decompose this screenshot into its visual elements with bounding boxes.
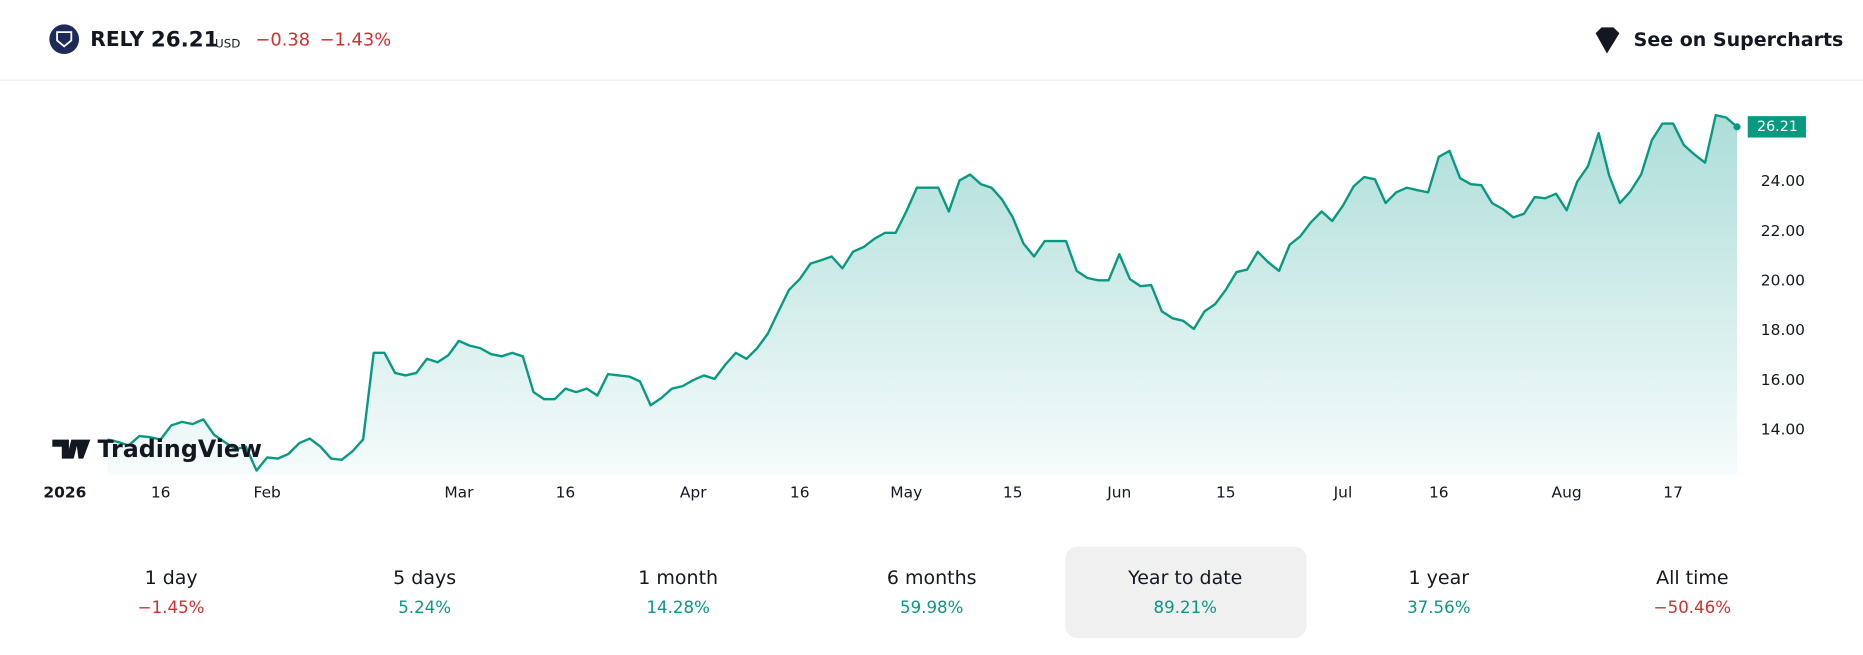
last-point: [1733, 123, 1741, 131]
x-tick-label: Aug: [1552, 484, 1582, 502]
brand-logo: TradingView: [52, 435, 262, 463]
period-label[interactable]: Year to date: [1127, 567, 1242, 589]
period-tab[interactable]: 5 days 5.24%: [393, 567, 456, 617]
period-tab[interactable]: 1 year 37.56%: [1407, 567, 1470, 617]
period-change: 37.56%: [1407, 598, 1470, 617]
period-tab[interactable]: Year to date 89.21%: [1065, 546, 1307, 639]
y-tick-label: 16.00: [1761, 371, 1805, 389]
price: 26.21: [151, 27, 219, 52]
price-line: [107, 113, 1738, 472]
x-tick-label: 16: [790, 484, 810, 502]
period-tab[interactable]: 1 month 14.28%: [638, 567, 718, 617]
currency: USD: [215, 36, 240, 50]
period-tab[interactable]: 6 months 59.98%: [887, 567, 977, 617]
change-percent: −1.43%: [320, 29, 392, 50]
period-change: 5.24%: [398, 598, 451, 617]
brand-icon: [52, 439, 91, 459]
period-label[interactable]: 1 day: [145, 567, 198, 589]
y-tick-label: 22.00: [1761, 222, 1805, 240]
y-tick-label: 18.00: [1761, 321, 1805, 339]
last-price-badge: [1747, 116, 1806, 138]
x-tick-label: Mar: [444, 484, 474, 502]
periods: 1 day −1.45% 5 days 5.24% 1 month 14.28% 6 mon…: [138, 546, 1731, 639]
y-tick-label: 14.00: [1761, 421, 1805, 439]
x-tick-label: 15: [1003, 484, 1023, 502]
supercharts-button[interactable]: See on Supercharts: [1595, 27, 1844, 54]
y-tick-label: 24.00: [1761, 172, 1805, 190]
period-label[interactable]: 1 month: [638, 567, 718, 589]
selected-tab-bg: [1065, 546, 1307, 639]
x-tick-label: Feb: [254, 484, 281, 502]
button-icon: [1595, 27, 1620, 54]
x-tick-label: Jun: [1106, 484, 1131, 502]
area: [107, 115, 1738, 476]
button-label[interactable]: See on Supercharts: [1634, 29, 1844, 51]
y-tick-label: 20.00: [1761, 272, 1805, 290]
x-tick-label: 2026: [43, 484, 86, 502]
x-tick-label: 16: [556, 484, 576, 502]
period-label[interactable]: 5 days: [393, 567, 456, 589]
x-tick-label: Jul: [1333, 484, 1353, 502]
period-change: 14.28%: [646, 598, 709, 617]
period-label[interactable]: 1 year: [1409, 567, 1470, 589]
symbol: RELY: [90, 27, 144, 51]
header: RELY 26.21 USD −0.38 −1.43% See on Super…: [0, 24, 1863, 81]
x-tick-label: Apr: [680, 484, 707, 502]
period-change: 59.98%: [900, 598, 963, 617]
period-change: 89.21%: [1154, 598, 1217, 617]
plot: 14.00 16.00 18.00 20.00 22.00 24.00 2026 16 Feb M…: [43, 113, 1806, 502]
period-change: −50.46%: [1654, 598, 1731, 617]
x-tick-label: 17: [1663, 484, 1683, 502]
change: −0.38: [255, 29, 310, 50]
period-tab[interactable]: 1 day −1.45%: [138, 567, 205, 617]
last-price-label: 26.21: [1757, 119, 1798, 135]
x-tick-label: 16: [151, 484, 171, 502]
period-change: −1.45%: [138, 598, 205, 617]
period-tab[interactable]: All time −50.46%: [1654, 567, 1731, 617]
brand-name: TradingView: [97, 435, 262, 463]
symbol-logo: [49, 24, 80, 55]
logo-glyph: [56, 31, 73, 48]
x-tick-label: May: [890, 484, 922, 502]
period-label[interactable]: All time: [1656, 567, 1729, 589]
x-tick-label: 15: [1216, 484, 1236, 502]
x-tick-label: 16: [1429, 484, 1449, 502]
period-label[interactable]: 6 months: [887, 567, 977, 589]
